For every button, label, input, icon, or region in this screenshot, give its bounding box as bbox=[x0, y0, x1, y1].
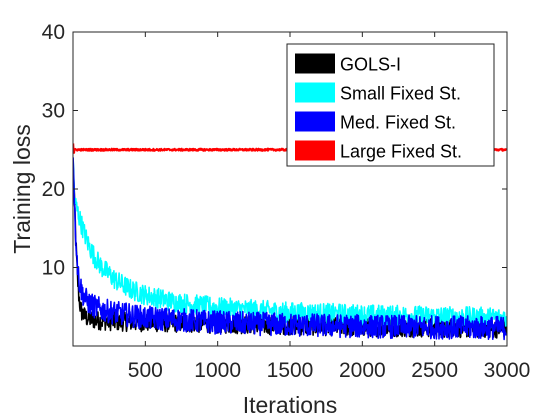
y-tick-label: 40 bbox=[42, 21, 65, 44]
x-tick-label: 2000 bbox=[339, 359, 386, 382]
x-tick-label: 2500 bbox=[411, 359, 458, 382]
y-axis-title: Training loss bbox=[9, 124, 35, 254]
legend: GOLS-I Small Fixed St. Med. Fixed St. Large… bbox=[286, 43, 495, 167]
y-tick-label: 20 bbox=[42, 178, 65, 201]
x-tick-label: 1500 bbox=[267, 359, 314, 382]
x-axis-title: Iterations bbox=[243, 392, 338, 418]
legend-swatch bbox=[295, 53, 335, 74]
legend-label: Small Fixed St. bbox=[340, 84, 461, 104]
y-tick-label: 30 bbox=[42, 100, 65, 123]
series-line-small-fixed-st bbox=[73, 158, 507, 329]
series-layer bbox=[73, 143, 507, 341]
legend-label: GOLS-I bbox=[340, 55, 401, 75]
x-tick-label: 1000 bbox=[194, 359, 241, 382]
x-tick-label: 3000 bbox=[484, 359, 531, 382]
legend-swatch bbox=[295, 140, 335, 161]
x-tick-label: 500 bbox=[128, 359, 163, 382]
legend-swatch bbox=[295, 82, 335, 103]
legend-label: Large Fixed St. bbox=[340, 142, 462, 162]
y-tick-label: 10 bbox=[42, 257, 65, 280]
legend-swatch bbox=[295, 111, 335, 132]
series-line-med-fixed-st bbox=[73, 157, 507, 341]
axes-layer: 500 1000 1500 2000 2500 3000 10 20 30 40 Iteration… bbox=[9, 21, 530, 418]
legend-label: Med. Fixed St. bbox=[340, 113, 456, 133]
